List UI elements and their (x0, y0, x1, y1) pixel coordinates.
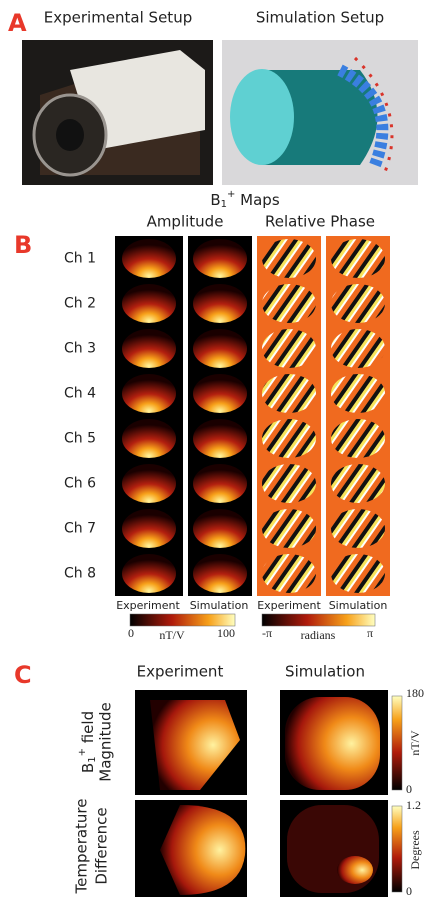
colorbar-unit: Degrees (408, 830, 422, 870)
map-cell (193, 419, 247, 458)
map-cell (193, 374, 247, 413)
render-simulation (222, 40, 418, 185)
map-cell (331, 419, 385, 458)
colorbar-label: 0 (406, 884, 412, 898)
column-label: Simulation (190, 599, 249, 612)
map-cell (122, 464, 176, 503)
map-cell (262, 554, 316, 593)
group-title: Amplitude (147, 213, 224, 231)
map-cell (193, 464, 247, 503)
colorbar (262, 614, 375, 626)
channel-label: Ch 7 (64, 521, 96, 537)
map-cell (331, 464, 385, 503)
row-label: B1+ field Magnitude (77, 702, 115, 781)
map-cell (331, 239, 385, 278)
label-text: Magnitude (97, 702, 115, 781)
map-cell (122, 239, 176, 278)
map-cell (122, 554, 176, 593)
title-text: B (210, 191, 220, 209)
map-cell (193, 239, 247, 278)
channel-label: Ch 8 (64, 566, 96, 582)
map-cell (262, 464, 316, 503)
map-cell (122, 284, 176, 323)
column-label: Experiment (116, 599, 180, 612)
svg-text:B1+ field: B1+ field (77, 711, 98, 773)
column-label: Simulation (329, 599, 388, 612)
map-image (337, 856, 373, 884)
colorbar (130, 614, 235, 626)
label-text: B (79, 763, 97, 773)
map-cell (193, 284, 247, 323)
map-cell (262, 419, 316, 458)
channel-label: Ch 2 (64, 296, 96, 312)
map-cell (331, 554, 385, 593)
map-cell (331, 509, 385, 548)
column-title: Simulation (285, 663, 365, 681)
channel-label: Ch 5 (64, 431, 96, 447)
map-cell (331, 329, 385, 368)
map-cell (122, 374, 176, 413)
label-text: Difference (93, 807, 111, 884)
map-cell (193, 509, 247, 548)
colorbar-label: 0 (406, 782, 412, 796)
panel-letter: B (14, 231, 32, 259)
map-cell (331, 374, 385, 413)
colorbar (392, 696, 402, 790)
photo-experimental (22, 40, 213, 185)
maps-title: B1+ Maps (210, 189, 279, 210)
map-cell (122, 419, 176, 458)
title-text: Maps (235, 191, 279, 209)
map-cell (122, 329, 176, 368)
map-cell (193, 329, 247, 368)
colorbar-label: 180 (406, 686, 424, 700)
panel-title: Experimental Setup (44, 9, 192, 27)
map-cell (122, 509, 176, 548)
subscript: 1 (221, 199, 227, 210)
colorbar-unit: nT/V (159, 628, 185, 642)
panel-letter: A (8, 9, 27, 37)
colorbar-unit: nT/V (408, 730, 422, 756)
colorbar-label: 1.2 (406, 798, 421, 812)
panel-title: Simulation Setup (256, 9, 384, 27)
map-image (285, 697, 380, 790)
superscript: + (77, 748, 88, 756)
map-cell (331, 284, 385, 323)
superscript: + (227, 189, 235, 200)
column-label: Experiment (257, 599, 321, 612)
map-cell (262, 374, 316, 413)
group-title: Relative Phase (265, 213, 375, 231)
column-title: Experiment (137, 663, 224, 681)
map-cell (193, 554, 247, 593)
colorbar-label: π (367, 626, 373, 640)
colorbar (392, 806, 402, 892)
colorbar-label: -π (262, 626, 272, 640)
channel-label: Ch 4 (64, 386, 96, 402)
map-cell (262, 509, 316, 548)
label-text: Temperature (73, 798, 91, 894)
map-cell (262, 239, 316, 278)
colorbar-label: 0 (128, 626, 134, 640)
figure: A Experimental Setup Simulation Setup B1… (0, 0, 428, 899)
map-cell (262, 329, 316, 368)
panel-letter: C (14, 661, 32, 689)
channel-label: Ch 3 (64, 341, 96, 357)
map-cell (262, 284, 316, 323)
colorbar-unit: radians (301, 628, 336, 642)
label-text: field (79, 711, 97, 748)
channel-label: Ch 6 (64, 476, 96, 492)
row-label: Temperature Difference (73, 798, 111, 894)
channel-label: Ch 1 (64, 251, 96, 267)
colorbar-label: 100 (217, 626, 235, 640)
